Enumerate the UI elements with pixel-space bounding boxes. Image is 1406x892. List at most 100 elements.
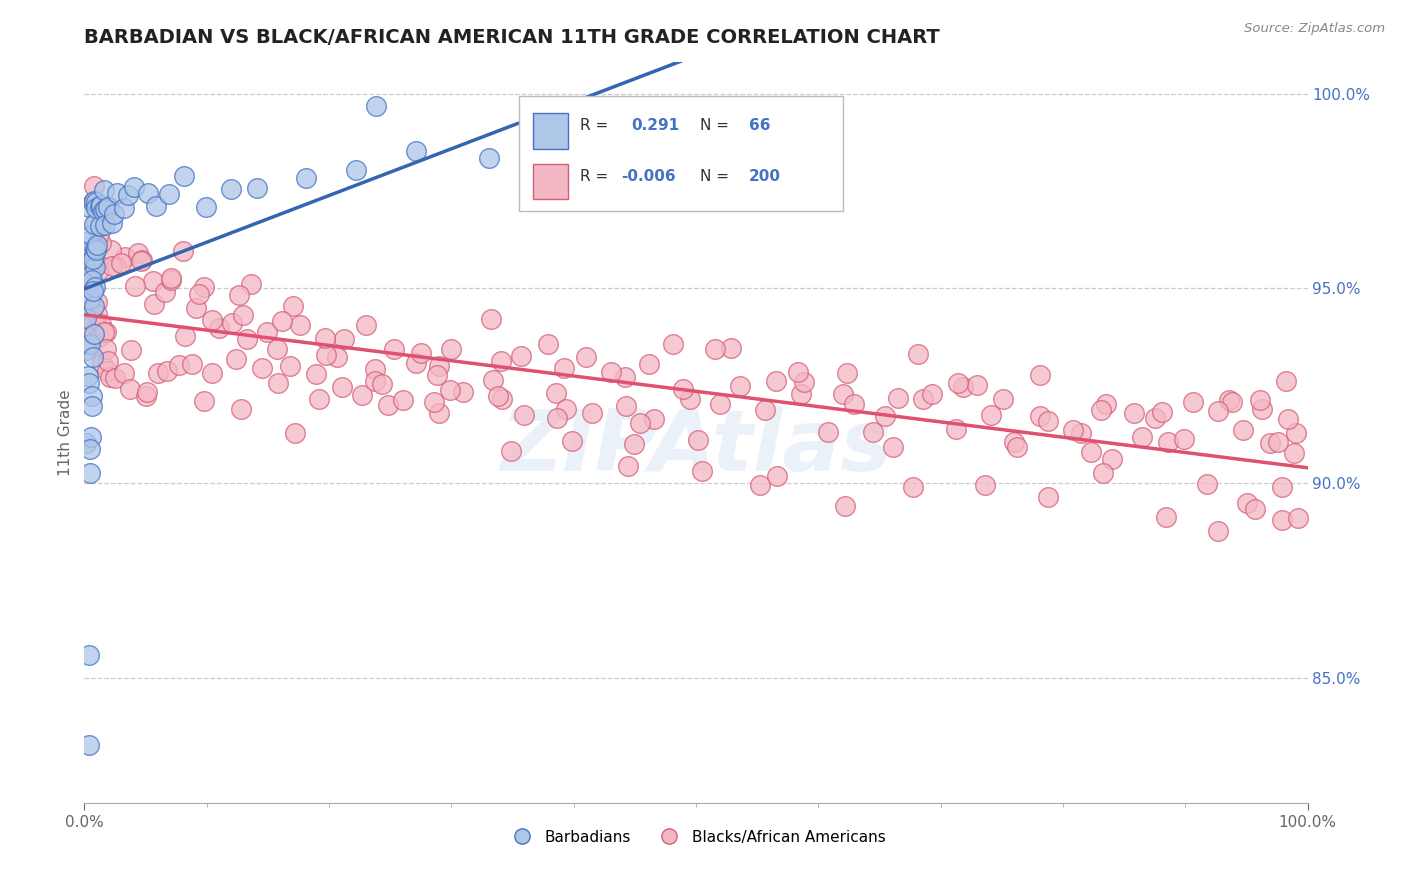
Point (229, 401, 252, 416)
Y-axis label: 11th Grade: 11th Grade (58, 389, 73, 476)
Point (366, 99, 388, 113)
Point (167, 358, 190, 372)
Point (77, 368, 100, 383)
Point (156, 364, 179, 378)
Point (127, 246, 149, 260)
Point (250, 360, 273, 375)
Point (79, 277, 101, 292)
Text: 66: 66 (748, 119, 770, 134)
Point (1132, 429, 1154, 443)
Point (709, 397, 731, 411)
Point (172, 244, 194, 259)
Point (1271, 513, 1294, 527)
Point (980, 408, 1002, 422)
Point (141, 274, 163, 288)
Point (1286, 510, 1309, 524)
Point (114, 250, 136, 264)
Point (87, 330, 110, 344)
Point (623, 436, 645, 450)
Text: R =: R = (579, 119, 607, 134)
Point (105, 186, 128, 200)
Point (834, 499, 856, 513)
Point (117, 188, 139, 202)
Point (728, 379, 751, 393)
Point (911, 392, 934, 407)
Point (90, 198, 112, 212)
Point (80, 228, 103, 243)
Point (82, 194, 104, 209)
Point (661, 337, 683, 351)
Point (93, 183, 115, 197)
Point (96, 364, 118, 378)
Point (75, 435, 97, 450)
Point (679, 392, 702, 406)
Point (945, 422, 967, 436)
Point (451, 384, 474, 399)
Point (256, 325, 278, 339)
Point (1243, 502, 1265, 516)
Point (1029, 409, 1052, 424)
Point (392, 392, 415, 407)
Point (831, 386, 853, 401)
Point (554, 402, 576, 417)
Point (288, 318, 311, 332)
Point (624, 121, 647, 136)
Point (1062, 423, 1084, 437)
Point (1143, 410, 1166, 425)
Point (232, 308, 254, 322)
Point (84, 243, 107, 257)
Point (86, 241, 108, 255)
Point (188, 286, 211, 301)
Point (208, 320, 231, 334)
Point (966, 378, 988, 392)
Point (82, 350, 104, 364)
Point (94, 343, 117, 357)
Point (332, 380, 354, 394)
Point (142, 297, 165, 311)
Point (80, 254, 103, 268)
Point (439, 383, 461, 397)
Point (79, 442, 101, 456)
Point (377, 398, 399, 412)
Point (1095, 397, 1118, 411)
Point (481, 373, 503, 387)
Point (146, 366, 169, 380)
Point (159, 273, 181, 287)
Point (103, 207, 125, 221)
Point (225, 351, 247, 366)
Point (124, 278, 146, 293)
Point (79, 467, 101, 481)
Point (887, 391, 910, 405)
Point (80, 273, 103, 287)
Point (194, 200, 217, 214)
Point (120, 382, 142, 396)
Text: 200: 200 (748, 169, 780, 184)
Point (1249, 392, 1271, 407)
Point (948, 376, 970, 390)
Point (873, 409, 896, 424)
Point (486, 389, 509, 403)
Point (766, 469, 789, 483)
Point (193, 394, 215, 409)
Point (83, 249, 105, 263)
Point (1036, 414, 1059, 428)
Point (1208, 404, 1230, 418)
Point (131, 253, 153, 268)
Point (1250, 402, 1272, 417)
Point (1122, 406, 1144, 420)
Point (479, 312, 502, 326)
Point (184, 301, 207, 316)
Point (124, 180, 146, 194)
Point (193, 279, 215, 293)
Point (574, 350, 596, 364)
Point (686, 434, 709, 448)
Point (1070, 425, 1092, 440)
Text: 0.291: 0.291 (631, 119, 679, 134)
Point (77, 376, 100, 390)
Point (221, 316, 243, 330)
Point (77, 287, 100, 301)
Point (201, 366, 224, 380)
Point (837, 366, 859, 380)
Point (352, 388, 374, 402)
Point (271, 314, 294, 328)
